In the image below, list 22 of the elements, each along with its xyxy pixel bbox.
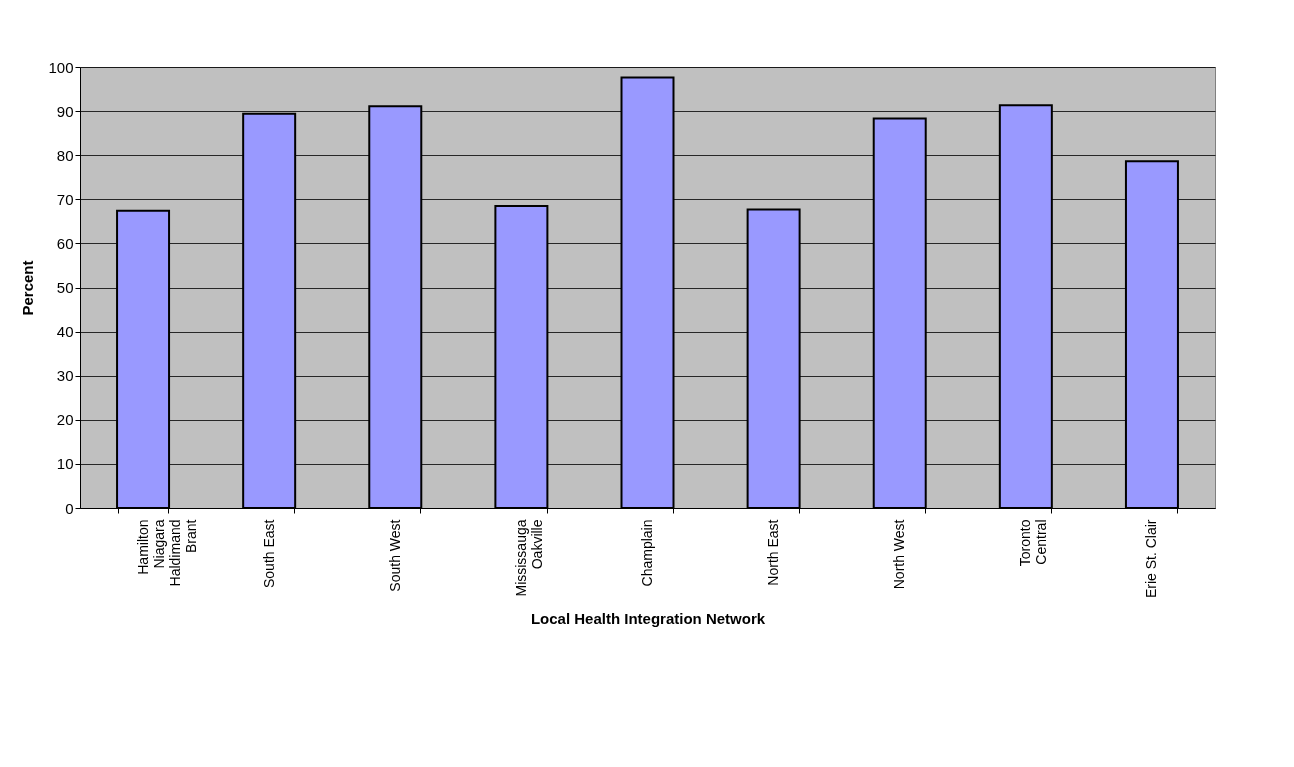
x-tick-label: Mississauga Oakville: [512, 519, 545, 597]
y-tick-label: 100: [48, 58, 74, 76]
x-tick-label: Champlain: [639, 519, 655, 587]
y-tick-label: 80: [56, 146, 74, 164]
y-tick-label: 0: [65, 499, 74, 517]
y-tick-label: 60: [56, 234, 74, 252]
y-tick-label: 40: [56, 323, 74, 341]
x-tick-label: South West: [386, 519, 403, 592]
y-tick-label: 90: [56, 102, 74, 120]
y-tick-label: 30: [56, 367, 74, 385]
y-tick-label: 70: [56, 190, 74, 208]
x-tick-label: Hamilton Niagara Haldimand Brant: [134, 519, 199, 587]
y-tick-label: 20: [56, 411, 74, 429]
x-axis-title: Local Health Integration Network: [530, 610, 766, 628]
x-tick-label: Toronto Central: [1017, 519, 1050, 567]
x-tick-label: North East: [765, 519, 782, 586]
y-tick-label: 50: [56, 279, 74, 296]
x-tick-label: South East: [260, 519, 277, 588]
y-axis-title: Percent: [19, 260, 37, 316]
x-tick-label: Erie St. Clair: [1143, 519, 1160, 599]
x-tick-label: North West: [891, 519, 908, 590]
y-tick-label: 10: [56, 455, 74, 473]
